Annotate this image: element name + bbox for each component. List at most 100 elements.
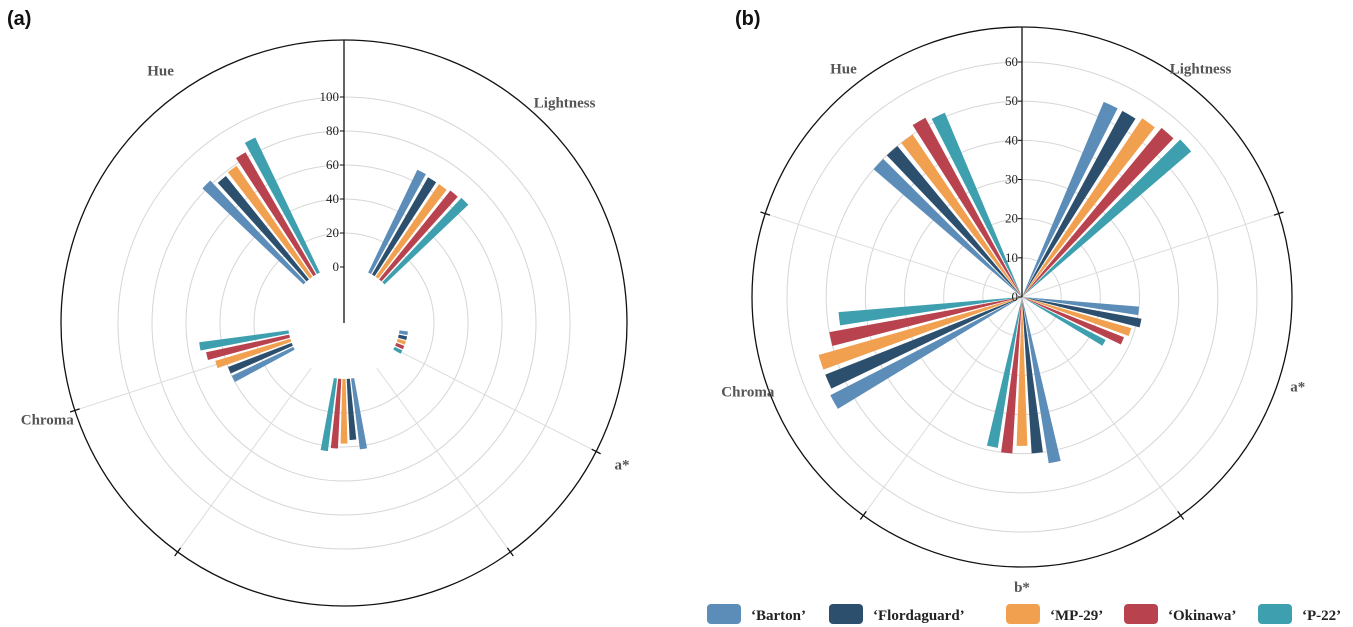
legend-swatch — [707, 604, 741, 624]
radial-tick-label: 60 — [1005, 54, 1018, 69]
bar-b-okinawa-lightness — [1022, 127, 1174, 297]
bar-a-p-22-lightness — [382, 197, 469, 285]
legend-swatch — [1258, 604, 1292, 624]
radial-tick-label: 20 — [326, 225, 339, 240]
bar-b-mp-29-chroma — [818, 297, 1022, 370]
bar-a-flordaguard-chroma — [228, 342, 293, 374]
radial-tick-label: 50 — [1005, 93, 1018, 108]
radial-tick-label: 40 — [1005, 132, 1018, 147]
outer-tick — [506, 547, 514, 557]
bar-a-okinawa-hue — [235, 152, 317, 277]
bar-a-p-22-b-star — [320, 378, 338, 452]
category-label: Hue — [830, 61, 857, 77]
category-label: a* — [1290, 380, 1305, 396]
bar-a-p-22-chroma — [199, 330, 289, 351]
grid-spoke — [177, 368, 312, 553]
category-label: b* — [1014, 580, 1030, 596]
legend-label: ‘P-22’ — [1302, 608, 1341, 624]
bar-b-p-22-b-star — [986, 297, 1022, 448]
bar-a-okinawa-chroma — [206, 334, 290, 361]
radial-tick-label: 0 — [1012, 289, 1019, 304]
bar-a-mp-29-chroma — [215, 338, 292, 369]
bar-a-mp-29-a-star — [396, 338, 406, 345]
bar-a-okinawa-lightness — [379, 190, 458, 282]
bar-a-mp-29-b-star — [340, 378, 348, 444]
bar-b-okinawa-chroma — [829, 297, 1022, 346]
bar-a-okinawa-b-star — [330, 378, 342, 449]
panel-label: (a) — [7, 8, 31, 30]
chart-b: 60 50 40 30 20 10 0 Lightness a* b* Chroma Hue (b) — [721, 8, 1305, 596]
bar-b-mp-29-lightness — [1022, 118, 1155, 297]
bar-b-flordaguard-hue — [886, 145, 1022, 297]
bar-b-mp-29-b-star — [1016, 297, 1028, 446]
bar-b-p-22-a-star — [1022, 297, 1106, 346]
bar-b-okinawa-b-star — [1001, 297, 1022, 454]
legend-label: ‘Okinawa’ — [1168, 608, 1236, 624]
bar-a-mp-29-lightness — [375, 184, 447, 279]
radial-tick-label: 0 — [333, 259, 340, 274]
bar-a-barton-b-star — [350, 378, 368, 450]
bar-b-p-22-hue — [931, 112, 1022, 297]
radial-tick-label: 40 — [326, 191, 339, 206]
legend-label: ‘MP-29’ — [1050, 608, 1103, 624]
bar-a-mp-29-hue — [227, 165, 313, 279]
legend-swatch — [1006, 604, 1040, 624]
grid-spoke — [376, 368, 511, 553]
bar-b-okinawa-hue — [912, 117, 1022, 297]
bar-b-flordaguard-lightness — [1022, 110, 1136, 297]
bar-b-barton-hue — [873, 158, 1022, 297]
outer-tick — [174, 547, 182, 557]
bar-b-okinawa-a-star — [1022, 297, 1125, 345]
bar-b-barton-chroma — [830, 297, 1022, 409]
grid-spoke — [393, 347, 597, 452]
grid-spoke — [765, 213, 1023, 298]
bar-b-flordaguard-a-star — [1022, 297, 1142, 328]
radial-tick-label: 60 — [326, 157, 339, 172]
bar-a-p-22-a-star — [393, 346, 403, 354]
bar-a-barton-a-star — [399, 330, 408, 336]
outer-tick — [1177, 511, 1185, 520]
radial-tick-label: 100 — [320, 89, 340, 104]
grid-spoke — [1021, 296, 1182, 516]
radial-tick-label: 20 — [1005, 211, 1018, 226]
bar-a-flordaguard-a-star — [398, 334, 408, 340]
category-label: Chroma — [21, 412, 75, 428]
bar-a-okinawa-a-star — [395, 342, 405, 350]
category-label: Lightness — [534, 95, 596, 111]
bar-a-barton-hue — [202, 180, 306, 285]
bar-b-barton-b-star — [1022, 297, 1061, 464]
outer-tick — [760, 211, 771, 216]
legend-label: ‘Barton’ — [751, 608, 806, 624]
bar-b-flordaguard-b-star — [1022, 297, 1043, 454]
legend: ‘Barton’ ‘Flordaguard’ ‘MP-29’ ‘Okinawa’ ‘P-… — [707, 604, 1341, 624]
bar-a-p-22-hue — [244, 137, 320, 274]
outer-tick — [859, 511, 867, 520]
bar-a-flordaguard-hue — [217, 175, 309, 282]
radial-tick-label: 10 — [1005, 250, 1018, 265]
grid-spoke — [1021, 213, 1279, 298]
outer-tick — [69, 408, 80, 413]
grid-spoke — [862, 296, 1023, 516]
legend-label: ‘Flordaguard’ — [873, 608, 965, 624]
outer-tick — [1273, 211, 1284, 216]
category-label: Chroma — [721, 384, 775, 400]
legend-swatch — [829, 604, 863, 624]
bar-a-barton-lightness — [368, 169, 426, 274]
bar-b-barton-a-star — [1022, 297, 1140, 316]
radial-tick-label: 30 — [1005, 172, 1018, 187]
bar-b-p-22-lightness — [1022, 139, 1192, 297]
category-label: Lightness — [1170, 61, 1232, 77]
legend-swatch — [1124, 604, 1158, 624]
bar-a-flordaguard-lightness — [371, 177, 437, 277]
bar-b-barton-lightness — [1022, 101, 1118, 298]
panel-label: (b) — [735, 8, 761, 30]
bar-b-mp-29-hue — [901, 134, 1022, 297]
radial-tick-label: 80 — [326, 123, 339, 138]
bar-b-p-22-chroma — [838, 297, 1022, 326]
bar-b-flordaguard-chroma — [825, 297, 1022, 389]
category-label: a* — [614, 458, 629, 474]
bar-a-barton-chroma — [231, 346, 295, 383]
category-label: Hue — [147, 64, 174, 80]
